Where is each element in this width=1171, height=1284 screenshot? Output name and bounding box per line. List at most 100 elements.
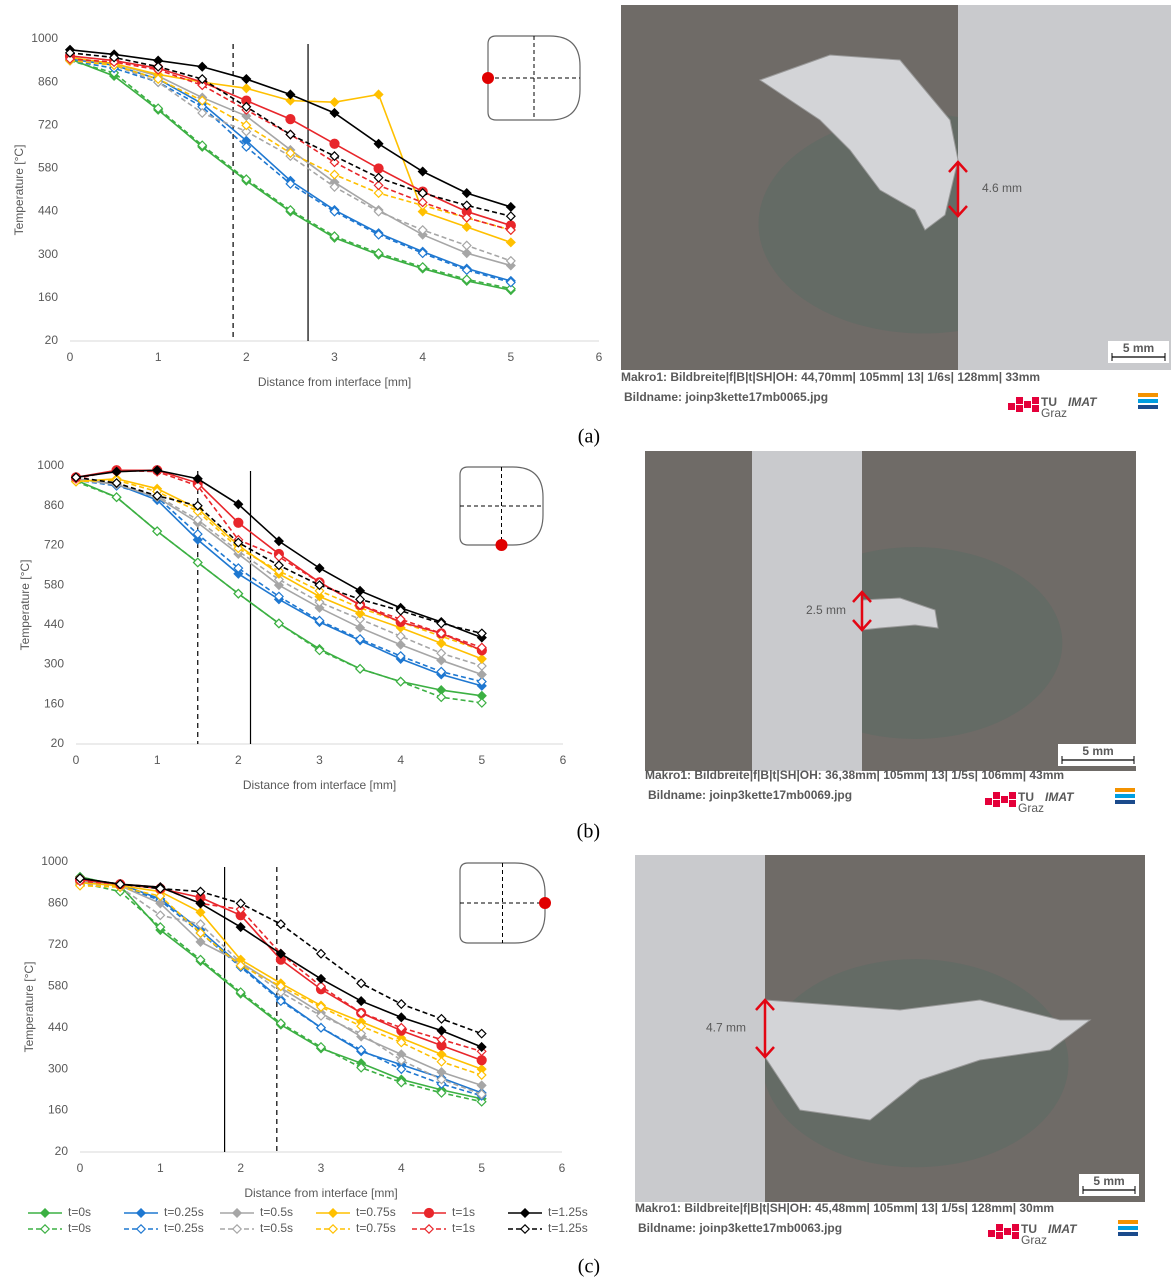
data-point bbox=[70, 472, 82, 483]
data-point bbox=[273, 536, 284, 547]
data-point bbox=[356, 996, 367, 1007]
data-point bbox=[396, 1012, 407, 1023]
data-point bbox=[285, 89, 296, 100]
measure-label: 2.5 mm bbox=[806, 603, 846, 617]
data-point bbox=[285, 95, 296, 106]
measure-arrow-head bbox=[852, 590, 872, 603]
data-point bbox=[476, 642, 487, 653]
legend-marker bbox=[135, 1223, 147, 1235]
legend-marker bbox=[519, 1223, 531, 1235]
data-point bbox=[356, 1007, 367, 1018]
data-point bbox=[355, 608, 366, 619]
data-point bbox=[396, 1077, 407, 1088]
data-point bbox=[197, 74, 208, 85]
data-point bbox=[241, 141, 252, 152]
series-line bbox=[69, 56, 512, 267]
data-point bbox=[109, 52, 120, 63]
photo-caption: Makro1: Bildbreite|f|B|t|SH|OH: 44,70mm|… bbox=[621, 370, 1040, 384]
data-point bbox=[355, 585, 366, 596]
data-point bbox=[195, 954, 206, 965]
logo-block bbox=[1008, 403, 1015, 410]
data-point bbox=[275, 996, 286, 1007]
data-point bbox=[436, 1025, 447, 1036]
data-point bbox=[461, 274, 472, 285]
data-point bbox=[461, 212, 472, 223]
data-point bbox=[436, 648, 447, 659]
x-tick-label: 5 bbox=[478, 1161, 485, 1175]
measure-arrow-head bbox=[852, 619, 872, 632]
data-point bbox=[285, 178, 296, 189]
data-point bbox=[355, 663, 366, 674]
logo-stripe bbox=[1118, 1220, 1138, 1224]
data-point bbox=[373, 248, 384, 259]
data-point bbox=[396, 1064, 407, 1075]
weld-flash bbox=[758, 54, 959, 231]
legend-label: t=0.5s bbox=[260, 1205, 293, 1219]
data-point bbox=[197, 107, 208, 119]
data-point bbox=[396, 998, 407, 1010]
x-tick-label: 4 bbox=[419, 350, 426, 364]
data-point bbox=[235, 898, 246, 909]
data-point bbox=[233, 568, 244, 579]
logo-stripe bbox=[1115, 794, 1135, 798]
data-point bbox=[436, 1074, 447, 1085]
x-tick-label: 3 bbox=[331, 350, 338, 364]
legend-marker bbox=[39, 1207, 51, 1219]
data-point bbox=[356, 978, 367, 989]
photo-filename: Bildname: joinp3kette17mb0065.jpg bbox=[624, 390, 828, 404]
data-point bbox=[476, 1028, 487, 1039]
data-point bbox=[329, 206, 340, 217]
x-tick-label: 1 bbox=[157, 1161, 164, 1175]
data-point bbox=[476, 1070, 487, 1081]
logo-tu: TU bbox=[1018, 790, 1034, 804]
data-point bbox=[275, 987, 286, 998]
x-tick-label: 4 bbox=[398, 1161, 405, 1175]
data-point bbox=[417, 248, 428, 259]
x-tick-label: 6 bbox=[560, 753, 567, 767]
data-point bbox=[395, 651, 406, 662]
metal-sheet bbox=[752, 451, 862, 771]
x-tick-label: 0 bbox=[67, 350, 74, 364]
logo-tu: TU bbox=[1041, 395, 1057, 409]
x-tick-label: 1 bbox=[154, 753, 161, 767]
logo-stripe bbox=[1138, 393, 1158, 397]
data-point bbox=[373, 229, 384, 240]
data-point bbox=[192, 500, 203, 511]
logo-graz: Graz bbox=[1041, 406, 1067, 420]
data-point bbox=[152, 526, 163, 537]
data-point bbox=[461, 221, 472, 233]
y-tick-label: 300 bbox=[44, 657, 64, 671]
data-point bbox=[436, 655, 447, 666]
inset-marker bbox=[482, 72, 494, 84]
y-tick-label: 440 bbox=[48, 1020, 68, 1034]
data-point bbox=[329, 231, 340, 242]
data-point bbox=[285, 129, 296, 140]
data-point bbox=[476, 1055, 487, 1066]
y-tick-label: 580 bbox=[38, 161, 58, 175]
scale-label: 5 mm bbox=[1123, 341, 1154, 355]
data-point bbox=[356, 1062, 367, 1073]
data-point bbox=[476, 1089, 487, 1100]
y-tick-label: 20 bbox=[51, 736, 65, 750]
data-point bbox=[476, 1080, 487, 1091]
data-point bbox=[373, 180, 384, 191]
y-tick-label: 720 bbox=[48, 937, 68, 951]
data-point bbox=[197, 80, 208, 91]
data-point bbox=[192, 529, 203, 540]
data-point bbox=[315, 981, 327, 992]
data-point bbox=[235, 922, 246, 933]
y-axis-title: Temperature [°C] bbox=[22, 962, 36, 1053]
panel-label: (c) bbox=[578, 1256, 600, 1278]
data-point bbox=[417, 225, 428, 236]
data-point bbox=[314, 563, 325, 574]
y-tick-label: 860 bbox=[38, 74, 58, 88]
legend-label: t=0.25s bbox=[164, 1221, 204, 1235]
data-point bbox=[195, 927, 206, 939]
data-point bbox=[115, 879, 126, 890]
data-point bbox=[197, 61, 208, 72]
data-point bbox=[315, 1041, 327, 1052]
logo-stripe bbox=[1118, 1226, 1138, 1230]
data-point bbox=[396, 1055, 407, 1066]
data-point bbox=[461, 265, 472, 276]
legend-marker bbox=[519, 1207, 531, 1219]
